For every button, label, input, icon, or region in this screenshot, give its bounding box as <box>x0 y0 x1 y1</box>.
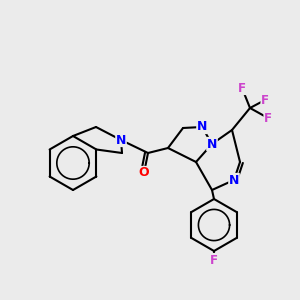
Text: F: F <box>264 112 272 124</box>
Text: O: O <box>139 167 149 179</box>
Text: F: F <box>210 254 218 266</box>
Text: F: F <box>261 94 269 106</box>
Text: N: N <box>116 134 126 146</box>
Text: F: F <box>238 82 246 94</box>
Text: N: N <box>207 137 217 151</box>
Text: N: N <box>197 121 207 134</box>
Text: N: N <box>229 173 239 187</box>
